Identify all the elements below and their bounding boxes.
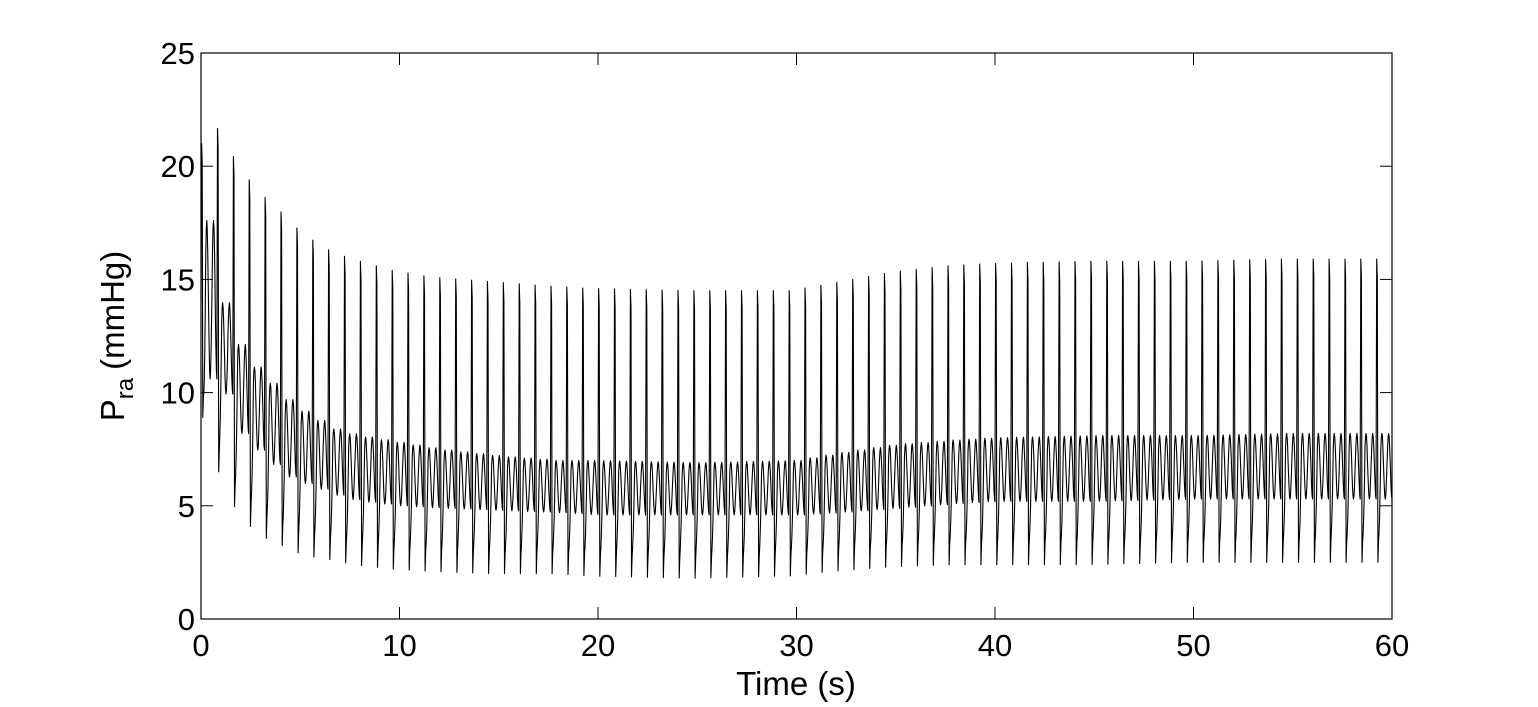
x-tick-label: 50 [1176,628,1210,663]
x-tick-label: 0 [192,628,209,663]
x-tick-label: 10 [382,628,416,663]
y-axis-label-unit: (mmHg) [94,251,131,370]
y-tick-label: 5 [178,489,195,524]
series-layer [200,127,1393,579]
y-tick-label: 25 [161,36,195,71]
y-axis-label: Pra (mmHg) [94,251,139,422]
x-tick-label: 60 [1375,628,1409,663]
pressure-series-line [200,127,1393,579]
plot-frame [200,52,1393,620]
y-tick-label: 15 [161,262,195,297]
y-axis-label-main: P [94,399,131,421]
y-tick-label: 10 [161,376,195,411]
x-axis-label: Time (s) [736,665,856,702]
x-tick-label: 20 [581,628,615,663]
plot-background [201,53,1392,619]
y-axis-label-subscript: ra [112,377,139,399]
svg-text:Pra(mmHg): Pra (mmHg) [94,251,139,422]
tick-layer: 0 10 20 30 40 50 60 0 5 10 15 20 25 [161,36,1410,663]
y-tick-label: 0 [178,602,195,637]
x-tick-label: 40 [978,628,1012,663]
x-tick-label: 30 [779,628,813,663]
y-tick-label: 20 [161,149,195,184]
